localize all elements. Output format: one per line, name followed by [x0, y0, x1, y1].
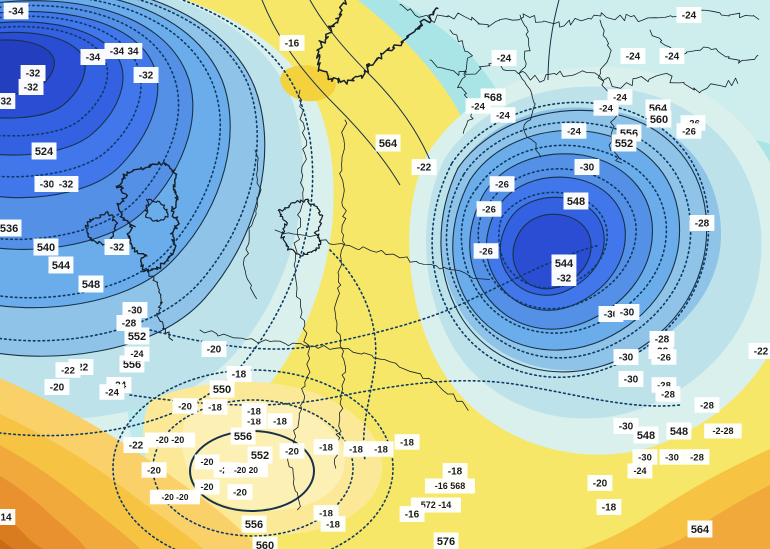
- svg-text:-20: -20: [285, 446, 299, 457]
- svg-text:-20: -20: [233, 487, 247, 498]
- svg-text:-34: -34: [8, 6, 23, 18]
- svg-text:-30: -30: [620, 308, 635, 319]
- svg-text:-20: -20: [50, 383, 65, 394]
- svg-text:564: 564: [691, 524, 710, 536]
- svg-text:-26: -26: [479, 246, 493, 257]
- svg-text:-18: -18: [326, 519, 340, 530]
- svg-text:-24: -24: [130, 349, 143, 359]
- svg-text:-18: -18: [232, 370, 247, 381]
- svg-text:34: 34: [127, 47, 139, 58]
- svg-text:540: 540: [37, 242, 55, 254]
- svg-text:-24: -24: [497, 54, 512, 65]
- svg-text:548: 548: [670, 426, 688, 438]
- svg-text:-22: -22: [754, 347, 769, 358]
- svg-text:-18: -18: [400, 437, 414, 448]
- svg-text:-28: -28: [700, 400, 714, 411]
- svg-text:-20: -20: [178, 401, 192, 412]
- svg-text:-16: -16: [285, 39, 300, 50]
- svg-text:-26: -26: [495, 179, 509, 190]
- svg-text:548: 548: [637, 430, 655, 442]
- svg-text:-28: -28: [695, 219, 710, 230]
- svg-text:-24: -24: [496, 110, 510, 121]
- svg-text:-24: -24: [626, 52, 641, 63]
- svg-text:552: 552: [128, 331, 146, 343]
- svg-text:-24: -24: [633, 466, 646, 476]
- svg-text:-20: -20: [200, 482, 213, 492]
- svg-text:-30: -30: [638, 452, 652, 463]
- svg-text:-30: -30: [665, 452, 679, 463]
- svg-text:-20: -20: [147, 465, 161, 476]
- svg-text:548: 548: [82, 279, 100, 291]
- svg-text:-22: -22: [61, 365, 75, 376]
- svg-text:560: 560: [256, 540, 274, 549]
- svg-text:-18: -18: [448, 467, 463, 478]
- svg-text:550: 550: [213, 384, 231, 396]
- svg-text:-20: -20: [207, 345, 222, 356]
- svg-text:-16 568: -16 568: [435, 481, 466, 491]
- svg-text:-18: -18: [319, 442, 333, 453]
- svg-text:-28: -28: [690, 452, 704, 463]
- svg-text:-24: -24: [665, 52, 680, 63]
- svg-text:-20 20: -20 20: [234, 465, 258, 475]
- svg-text:-34: -34: [110, 47, 125, 58]
- svg-text:-26: -26: [657, 352, 671, 363]
- svg-text:548: 548: [567, 196, 585, 208]
- svg-text:-32: -32: [24, 83, 39, 94]
- svg-text:32: 32: [0, 97, 12, 108]
- svg-text:556: 556: [245, 519, 263, 531]
- svg-text:-18: -18: [247, 406, 261, 417]
- svg-text:-20 -20: -20 -20: [162, 492, 189, 502]
- svg-text:-34: -34: [86, 53, 101, 64]
- svg-text:-32: -32: [26, 69, 41, 80]
- svg-text:-20: -20: [200, 457, 213, 467]
- svg-text:14: 14: [0, 513, 12, 524]
- svg-text:-20: -20: [593, 479, 608, 490]
- svg-text:-28: -28: [661, 389, 675, 400]
- svg-text:-18: -18: [602, 503, 617, 514]
- svg-text:564: 564: [379, 138, 398, 150]
- svg-text:-30: -30: [128, 306, 143, 317]
- svg-text:-26: -26: [482, 204, 496, 215]
- svg-text:-24: -24: [567, 126, 581, 137]
- svg-text:536: 536: [0, 223, 18, 235]
- svg-text:-26: -26: [682, 126, 696, 137]
- svg-text:544: 544: [52, 260, 71, 272]
- svg-text:-18: -18: [273, 416, 287, 427]
- svg-text:560: 560: [650, 114, 668, 126]
- svg-text:-18: -18: [349, 444, 363, 455]
- svg-text:-30: -30: [619, 422, 634, 433]
- svg-text:-20 -20: -20 -20: [156, 435, 185, 445]
- svg-text:-30: -30: [40, 180, 55, 191]
- svg-text:-32: -32: [59, 180, 74, 191]
- svg-text:576: 576: [437, 536, 455, 548]
- svg-text:-18: -18: [208, 402, 222, 413]
- svg-text:-2-28: -2-28: [712, 426, 733, 436]
- svg-text:572 -14: 572 -14: [421, 500, 452, 510]
- svg-text:552: 552: [251, 450, 269, 462]
- svg-text:-32: -32: [110, 243, 125, 254]
- svg-text:-30: -30: [619, 353, 634, 364]
- svg-text:-24: -24: [599, 103, 613, 114]
- svg-text:-24: -24: [682, 11, 697, 22]
- svg-text:552: 552: [615, 138, 633, 150]
- svg-text:-24: -24: [471, 101, 485, 112]
- svg-text:-32: -32: [557, 274, 572, 285]
- svg-text:-32: -32: [139, 71, 154, 82]
- svg-text:544: 544: [555, 258, 574, 270]
- svg-text:-18: -18: [374, 444, 388, 455]
- svg-text:-30: -30: [624, 375, 639, 386]
- svg-text:556: 556: [234, 431, 252, 443]
- svg-text:524: 524: [35, 146, 54, 158]
- svg-text:-22: -22: [129, 441, 144, 452]
- svg-text:-30: -30: [580, 163, 595, 174]
- svg-text:-22: -22: [417, 163, 432, 174]
- svg-text:-16: -16: [405, 510, 420, 521]
- svg-text:-24: -24: [105, 387, 119, 398]
